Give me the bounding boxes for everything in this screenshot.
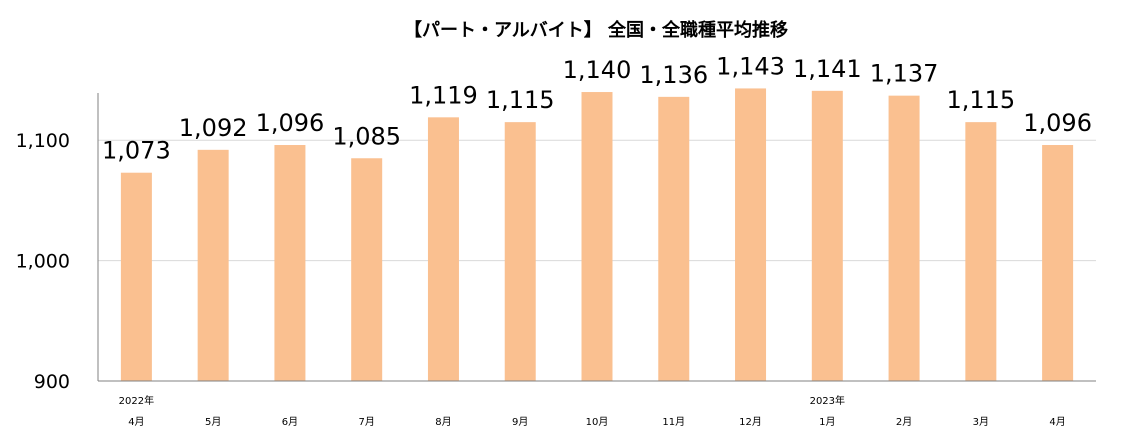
bar <box>504 122 536 381</box>
bar <box>735 88 767 381</box>
x-tick-label: 5月 <box>205 416 221 428</box>
data-label: 1,092 <box>179 114 248 142</box>
x-tick-label: 1月 <box>819 416 835 428</box>
bar <box>811 90 843 381</box>
data-label: 1,119 <box>409 81 478 109</box>
x-tick-label: 9月 <box>512 416 528 428</box>
x-tick-label: 8月 <box>435 416 451 428</box>
data-label: 1,085 <box>332 122 401 150</box>
bar <box>888 95 920 381</box>
bar <box>965 122 997 381</box>
data-label: 1,096 <box>256 109 325 137</box>
x-axis-ticks: 2022年 4月 5月 6月 7月 8月 9月 10月 11月 12月 2023年 1月 2月 3月 4月 <box>119 394 1066 428</box>
bar <box>427 117 459 381</box>
x-tick-label: 4月 <box>1049 416 1065 428</box>
data-label: 1,140 <box>563 56 632 84</box>
y-tick-label: 1,100 <box>16 130 70 152</box>
data-label: 1,096 <box>1023 109 1092 137</box>
bar <box>351 158 383 381</box>
data-label: 1,136 <box>639 61 708 89</box>
chart-title: 【パート・アルバイト】 全国・全職種平均推移 <box>404 19 788 41</box>
bar <box>120 172 152 381</box>
data-label: 1,115 <box>946 86 1015 114</box>
bar <box>1042 145 1074 381</box>
data-label: 1,137 <box>870 60 939 88</box>
x-tick-label: 10月 <box>586 416 609 428</box>
y-tick-label: 900 <box>34 371 70 393</box>
bar <box>658 96 690 381</box>
x-tick-label: 11月 <box>662 416 685 428</box>
x-year-label: 2023年 <box>810 394 845 407</box>
x-tick-label: 4月 <box>128 416 144 428</box>
bars <box>120 88 1074 381</box>
y-axis-ticks: 900 1,000 1,100 <box>16 130 70 393</box>
data-label: 1,115 <box>486 86 555 114</box>
data-label: 1,141 <box>793 55 862 83</box>
bar <box>274 145 306 381</box>
x-tick-label: 2月 <box>896 416 912 428</box>
x-tick-label: 6月 <box>282 416 298 428</box>
data-label: 1,143 <box>716 52 785 80</box>
x-tick-label: 7月 <box>359 416 375 428</box>
bar <box>581 92 613 381</box>
x-year-label: 2022年 <box>119 394 154 407</box>
x-tick-label: 12月 <box>739 416 762 428</box>
x-tick-label: 3月 <box>973 416 989 428</box>
data-label: 1,073 <box>102 137 171 165</box>
y-tick-label: 1,000 <box>16 251 70 273</box>
bar <box>197 149 229 381</box>
